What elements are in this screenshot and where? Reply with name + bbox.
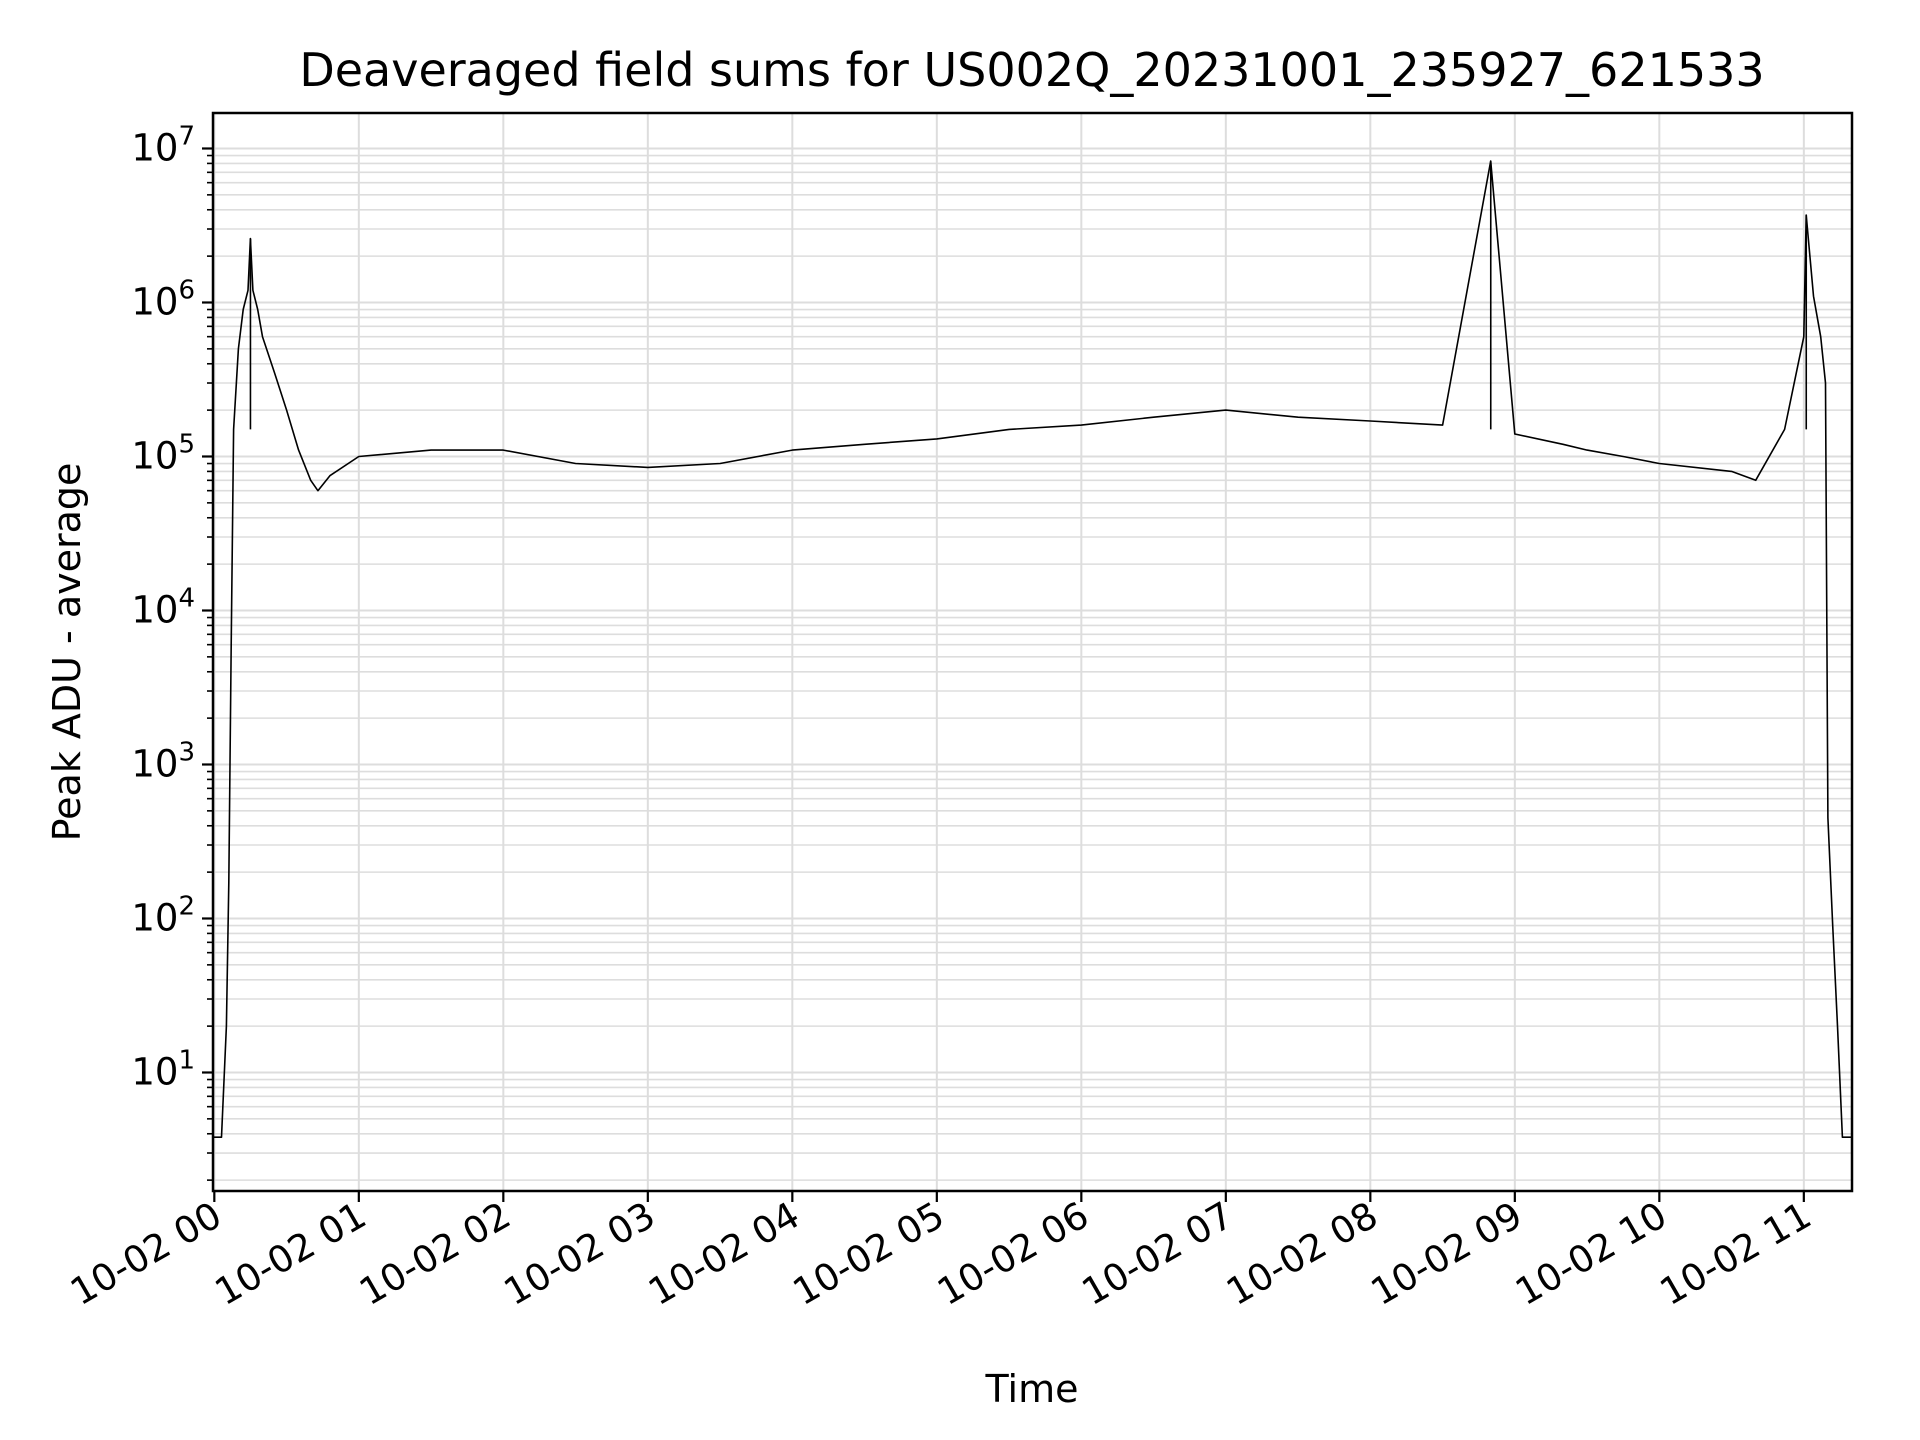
chart-title: Deaveraged field sums for US002Q_2023100… <box>299 43 1764 97</box>
y-axis: 101 102 103 104 105 106 107 <box>131 121 213 1181</box>
plot-area <box>213 160 1852 1138</box>
grid-lines <box>213 113 1852 1191</box>
x-axis-label: Time <box>985 1367 1079 1411</box>
y-tick-label: 106 <box>131 275 195 323</box>
y-tick-label: 107 <box>131 121 195 169</box>
y-tick-label: 104 <box>131 583 195 631</box>
y-tick-label: 102 <box>131 891 195 939</box>
y-axis-label: Peak ADU - average <box>45 463 89 842</box>
y-tick-label: 101 <box>131 1045 195 1093</box>
y-tick-label: 103 <box>131 737 195 785</box>
plot-frame <box>211 111 1854 1193</box>
y-tick-label: 105 <box>131 429 195 477</box>
